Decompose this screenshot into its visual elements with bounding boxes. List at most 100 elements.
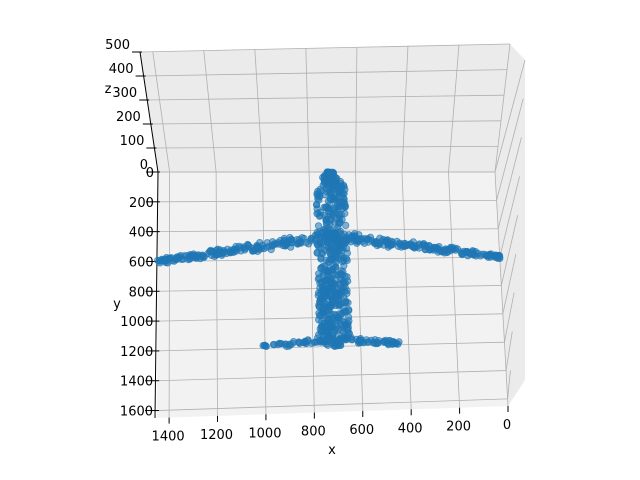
data-point: [344, 236, 352, 244]
data-point: [227, 248, 235, 256]
data-point: [170, 257, 178, 265]
data-point: [356, 334, 365, 343]
data-point: [371, 336, 379, 344]
data-point: [335, 280, 344, 288]
z-grid-line: [150, 120, 502, 125]
data-point: [311, 236, 319, 245]
data-point: [393, 237, 401, 245]
data-point: [401, 242, 409, 250]
data-point: [324, 197, 332, 205]
data-point: [329, 212, 337, 220]
data-points: [154, 168, 504, 351]
x-grid-line: [355, 171, 364, 411]
z-tick-label: 500: [105, 38, 130, 53]
data-point: [329, 313, 337, 321]
data-point: [319, 297, 327, 305]
data-point: [318, 228, 327, 236]
data-point: [322, 220, 331, 228]
data-point: [323, 180, 332, 188]
data-point: [332, 246, 340, 255]
data-point: [466, 250, 474, 258]
data-point: [314, 222, 323, 230]
y-grid-line: [157, 370, 507, 382]
data-point: [486, 253, 494, 261]
z-axis-line: [139, 51, 159, 173]
tick-labels: 1400 1200 1000 800 600 400 200 0020040060080010…: [105, 38, 511, 445]
data-point: [408, 242, 416, 251]
x-wall-grid-line: [305, 48, 310, 173]
data-point: [331, 263, 339, 271]
data-point: [213, 251, 221, 259]
data-point: [323, 320, 332, 328]
y-tick-label: 0: [146, 166, 154, 181]
data-point: [261, 341, 269, 349]
data-point: [326, 174, 334, 182]
back-pane: [140, 44, 510, 172]
data-point: [342, 297, 350, 305]
data-point: [387, 240, 395, 248]
x-grid-line: [494, 171, 509, 407]
x-grid-line: [262, 171, 267, 415]
data-point: [458, 250, 466, 258]
data-point: [255, 244, 263, 252]
data-point: [315, 311, 324, 320]
data-point: [184, 255, 192, 264]
z-grid-line: [139, 43, 511, 53]
data-point: [343, 256, 351, 264]
data-point: [327, 251, 335, 259]
data-point: [241, 246, 249, 254]
y-wall-grid-line: [497, 137, 522, 229]
data-point: [329, 278, 337, 287]
x-axis-label: x: [328, 443, 336, 458]
x-grid-line: [215, 171, 218, 416]
z-tick-label: 100: [120, 134, 145, 149]
data-point: [276, 236, 284, 245]
x-wall-grid-line: [401, 46, 409, 173]
x-tick-label: 1000: [248, 426, 281, 441]
z-tick-label: 400: [109, 62, 134, 77]
data-point: [283, 240, 291, 248]
data-point: [429, 246, 437, 254]
data-point: [372, 239, 381, 247]
x-tick-label: 800: [301, 425, 326, 440]
data-point: [329, 185, 337, 193]
y-wall-grid-line: [507, 370, 511, 399]
z-axis-label: z: [105, 82, 112, 97]
z-tick-label: 300: [112, 86, 137, 101]
data-point: [269, 241, 277, 249]
x-grid-line: [448, 171, 460, 408]
y-wall-grid-line: [504, 292, 515, 343]
data-point: [326, 241, 334, 249]
x-tick-label: 200: [446, 420, 471, 435]
data-point: [329, 270, 338, 278]
data-point: [343, 249, 351, 257]
grid-lines: [139, 43, 526, 418]
y-axis-label: y: [113, 297, 121, 312]
data-point: [347, 333, 355, 341]
data-point: [275, 339, 283, 347]
data-point: [304, 336, 312, 344]
data-point: [341, 209, 349, 218]
data-point: [341, 320, 349, 328]
y-wall-grid-line: [505, 331, 513, 371]
data-point: [443, 248, 452, 256]
y-tick-label: 1600: [120, 405, 153, 420]
x-grid-line: [401, 171, 412, 410]
data-point: [286, 234, 294, 242]
y-tick-label: 1000: [120, 315, 153, 330]
data-point: [496, 254, 504, 263]
y-tick-label: 1400: [120, 375, 153, 390]
data-point: [289, 337, 298, 346]
y-tick-label: 600: [129, 255, 154, 270]
data-point: [313, 248, 321, 256]
data-point: [365, 338, 373, 346]
data-point: [156, 259, 164, 267]
data-point: [269, 340, 277, 349]
data-point: [319, 285, 328, 293]
y-wall-grid-line: [499, 176, 520, 258]
x-wall-grid-line: [254, 49, 263, 173]
data-point: [317, 208, 325, 216]
y-tick-label: 400: [129, 226, 154, 241]
z-grid-line: [147, 94, 505, 101]
